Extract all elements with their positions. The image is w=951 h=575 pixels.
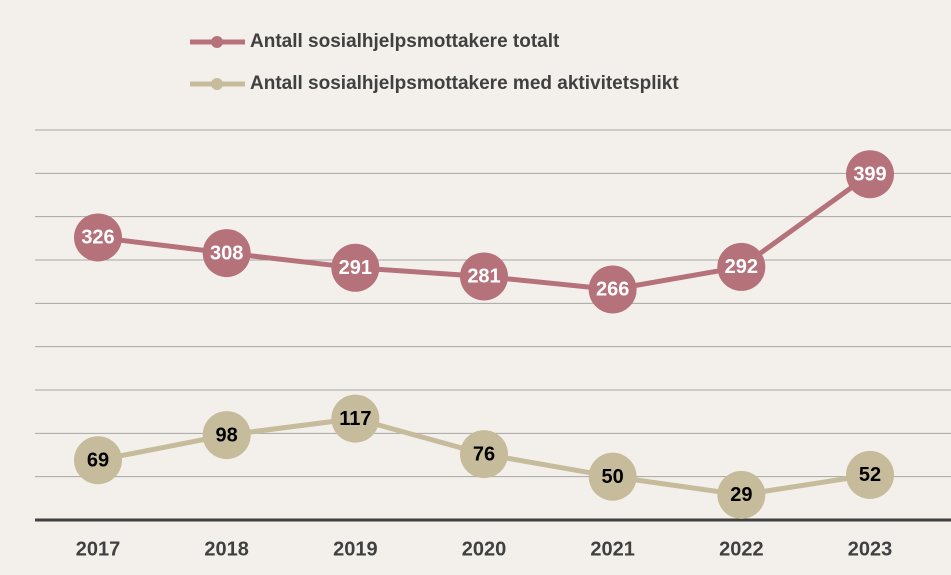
legend-label: Antall sosialhjelpsmottakere med aktivit…	[250, 73, 679, 94]
data-point	[588, 452, 637, 501]
data-label: 399	[853, 163, 886, 185]
data-point	[331, 243, 380, 292]
data-point	[846, 450, 894, 499]
data-point	[460, 430, 508, 479]
x-tick-label: 2017	[76, 538, 121, 560]
data-point	[202, 411, 251, 460]
data-label: 76	[473, 443, 495, 465]
x-tick-label: 2023	[848, 538, 893, 560]
legend-marker	[211, 78, 223, 90]
data-point	[74, 213, 122, 262]
data-point	[460, 252, 508, 301]
x-tick-label: 2021	[590, 538, 635, 560]
data-point	[717, 242, 766, 291]
data-point	[74, 436, 122, 485]
x-tick-label: 2019	[333, 538, 378, 560]
data-point	[717, 470, 766, 519]
data-label: 292	[725, 256, 758, 278]
data-label: 291	[339, 257, 372, 279]
data-label: 281	[467, 266, 500, 288]
data-label: 50	[602, 466, 624, 488]
data-point	[202, 229, 251, 278]
legend-label: Antall sosialhjelpsmottakere totalt	[250, 31, 560, 52]
data-point	[588, 265, 637, 314]
data-point	[846, 150, 894, 199]
data-label: 98	[216, 424, 238, 446]
data-label: 308	[210, 242, 243, 264]
data-label: 266	[596, 279, 629, 301]
x-tick-label: 2018	[204, 538, 249, 560]
data-label: 326	[81, 227, 114, 249]
data-label: 29	[730, 484, 752, 506]
legend-marker	[211, 36, 223, 48]
data-label: 117	[339, 408, 371, 430]
data-point	[331, 394, 380, 443]
x-tick-label: 2022	[719, 538, 764, 560]
x-tick-label: 2020	[462, 538, 507, 560]
data-label: 69	[87, 449, 109, 471]
data-label: 52	[859, 464, 881, 486]
